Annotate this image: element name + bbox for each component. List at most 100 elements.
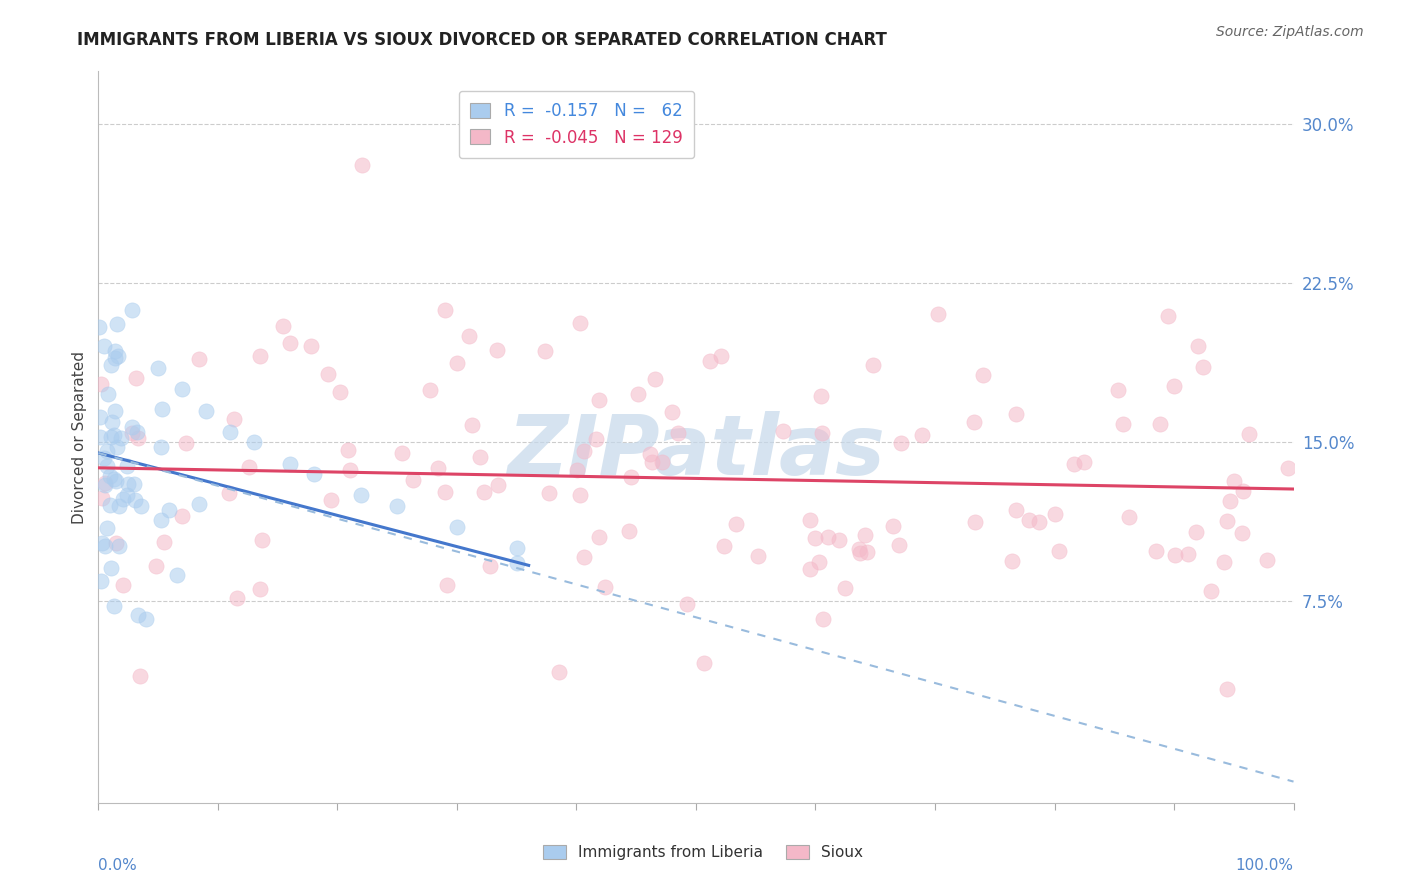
Point: [810, 389, 832, 403]
Point: [125, 425, 148, 439]
Point: [103, 343, 125, 358]
Point: [434, 302, 457, 317]
Point: [103, 472, 125, 486]
Point: [927, 307, 949, 321]
Point: [187, 497, 209, 511]
Point: [108, 539, 131, 553]
Point: [460, 418, 482, 433]
Text: 0.0%: 0.0%: [98, 858, 138, 872]
Point: [817, 530, 839, 544]
Point: [617, 524, 640, 538]
Point: [1107, 383, 1129, 397]
Point: [89, 430, 111, 444]
Point: [882, 518, 904, 533]
Point: [278, 457, 301, 471]
Point: [585, 432, 607, 446]
Point: [91, 491, 114, 506]
Point: [115, 488, 138, 502]
Point: [107, 349, 129, 363]
Point: [862, 358, 884, 372]
Point: [1005, 407, 1028, 421]
Point: [249, 582, 271, 596]
Point: [103, 428, 125, 442]
Point: [506, 541, 529, 556]
Point: [1277, 461, 1299, 475]
Point: [112, 578, 135, 592]
Point: [252, 533, 274, 548]
Point: [101, 415, 124, 429]
Point: [93, 478, 115, 492]
Point: [486, 343, 509, 357]
Point: [1177, 547, 1199, 561]
Point: [1045, 508, 1067, 522]
Point: [149, 440, 172, 454]
Point: [1192, 359, 1215, 374]
Point: [145, 558, 167, 573]
Point: [713, 539, 735, 553]
Point: [1187, 338, 1209, 352]
Point: [224, 412, 246, 426]
Point: [100, 561, 122, 575]
Point: [94, 540, 117, 554]
Point: [150, 402, 173, 417]
Point: [446, 356, 468, 370]
Point: [105, 317, 128, 331]
Point: [1199, 583, 1222, 598]
Point: [834, 581, 856, 595]
Point: [972, 368, 994, 382]
Point: [100, 430, 122, 444]
Text: ZIPatlas: ZIPatlas: [508, 411, 884, 492]
Point: [100, 468, 122, 483]
Point: [887, 538, 910, 552]
Point: [1144, 544, 1167, 558]
Point: [419, 383, 441, 397]
Point: [218, 486, 240, 500]
Point: [93, 339, 115, 353]
Point: [1223, 475, 1246, 489]
Point: [1185, 525, 1208, 540]
Point: [90, 377, 112, 392]
Point: [799, 562, 821, 576]
Point: [644, 372, 666, 386]
Point: [299, 339, 322, 353]
Point: [963, 516, 986, 530]
Point: [117, 458, 139, 473]
Point: [457, 329, 479, 343]
Point: [568, 488, 591, 502]
Point: [350, 488, 373, 502]
Legend: Immigrants from Liberia, Sioux: Immigrants from Liberia, Sioux: [537, 839, 869, 866]
Point: [336, 442, 359, 457]
Point: [104, 351, 127, 365]
Text: 100.0%: 100.0%: [1236, 858, 1294, 872]
Point: [568, 316, 591, 330]
Point: [676, 597, 699, 611]
Point: [124, 492, 146, 507]
Point: [1212, 555, 1234, 569]
Point: [243, 435, 266, 450]
Point: [1163, 379, 1185, 393]
Point: [799, 513, 821, 527]
Point: [127, 607, 149, 622]
Point: [104, 536, 127, 550]
Point: [97, 386, 120, 401]
Point: [174, 436, 197, 450]
Point: [627, 387, 650, 401]
Point: [1230, 526, 1253, 541]
Point: [710, 349, 733, 363]
Point: [166, 568, 188, 582]
Point: [150, 513, 173, 527]
Point: [588, 530, 610, 544]
Point: [91, 536, 114, 550]
Point: [436, 577, 458, 591]
Point: [693, 656, 716, 670]
Point: [772, 424, 794, 438]
Point: [1256, 553, 1278, 567]
Point: [534, 343, 557, 358]
Point: [100, 359, 122, 373]
Point: [747, 549, 769, 563]
Point: [402, 473, 425, 487]
Point: [848, 541, 870, 556]
Point: [486, 477, 509, 491]
Point: [96, 520, 118, 534]
Point: [219, 425, 242, 439]
